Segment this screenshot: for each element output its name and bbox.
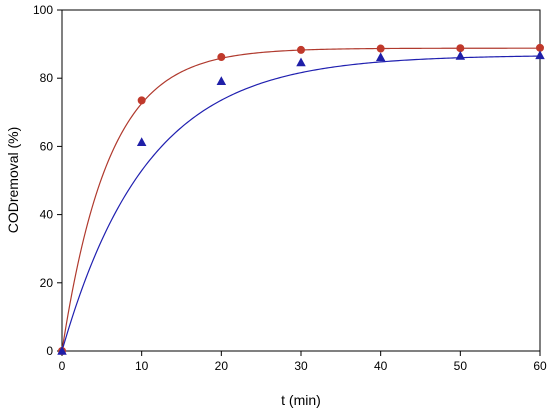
x-tick-label: 10 [135, 359, 149, 373]
y-tick-label: 0 [46, 344, 53, 358]
x-tick-label: 50 [454, 359, 468, 373]
y-tick-label: 60 [40, 139, 54, 153]
ticks: 0 10 20 30 40 50 60 0 20 40 60 80 100 [33, 3, 547, 373]
x-tick-label: 60 [533, 359, 547, 373]
data-point-triangle [136, 137, 147, 147]
y-tick-label: 20 [40, 276, 54, 290]
x-tick-label: 30 [294, 359, 308, 373]
x-axis-title: t (min) [281, 392, 321, 408]
data-point-triangle [57, 346, 67, 355]
y-tick-label: 100 [33, 3, 53, 17]
data-point-triangle [216, 76, 227, 86]
data-point-triangle [455, 51, 466, 60]
data-point-triangle [535, 50, 545, 60]
y-axis-title: CODremoval (%) [5, 127, 21, 234]
plot-area [61, 9, 541, 352]
y-tick-label: 40 [40, 208, 54, 222]
x-tick-label: 40 [374, 359, 388, 373]
data-point-triangle [296, 57, 306, 67]
data-point-circle [376, 44, 385, 53]
data-point-circle [456, 44, 465, 53]
data-point-triangle [375, 52, 386, 62]
y-tick-label: 80 [40, 71, 54, 85]
markers [57, 43, 545, 355]
x-tick-label: 0 [59, 359, 66, 373]
data-point-circle [217, 53, 226, 62]
data-point-circle [137, 96, 146, 105]
data-point-circle [297, 45, 305, 54]
x-tick-label: 20 [215, 359, 229, 373]
data-point-circle [536, 43, 544, 52]
